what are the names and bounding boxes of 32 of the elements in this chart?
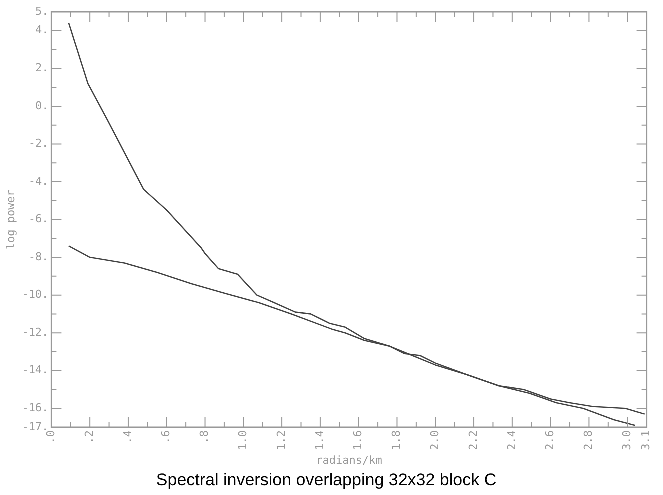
y-tick-label: -16. (22, 402, 49, 415)
x-tick-label: 3.0 (620, 430, 634, 450)
x-tick-label: 3.1 (640, 430, 653, 450)
y-tick-label: -4. (28, 174, 49, 188)
y-tick-label: -6. (28, 212, 49, 226)
x-tick-label: .0 (44, 430, 58, 444)
x-tick-label: 2.2 (466, 430, 480, 450)
x-tick-label: .4 (121, 430, 134, 444)
x-tick-label: 1.8 (390, 430, 404, 450)
y-tick-label: 4. (35, 24, 49, 37)
y-tick-label: -8. (28, 250, 49, 264)
x-tick-label: 1.4 (313, 430, 326, 450)
x-tick-label: 2.6 (544, 430, 557, 450)
x-tick-label: 2.0 (428, 430, 442, 450)
x-tick-label: 1.6 (352, 430, 365, 450)
x-tick-label: .6 (160, 430, 173, 444)
x-tick-label: .8 (198, 430, 212, 444)
y-tick-label: 5. (35, 4, 49, 18)
x-tick-label: 1.0 (236, 430, 250, 450)
y-tick-label: -10. (22, 288, 49, 302)
y-tick-label: -2. (28, 137, 49, 150)
x-axis-title: radians/km (316, 454, 383, 467)
x-tick-label: 2.8 (582, 430, 596, 450)
x-tick-label: 2.4 (505, 430, 518, 450)
y-axis-title: log power (4, 190, 18, 250)
y-tick-label: -12. (22, 326, 49, 339)
x-tick-label: .2 (82, 430, 96, 444)
x-tick-label: 1.2 (274, 430, 288, 450)
y-tick-label: -14. (22, 364, 49, 377)
y-tick-label: 2. (35, 62, 49, 75)
text: Spectral inversion overlapping 32x32 block C (156, 470, 497, 490)
y-tick-label: 0. (35, 99, 49, 112)
